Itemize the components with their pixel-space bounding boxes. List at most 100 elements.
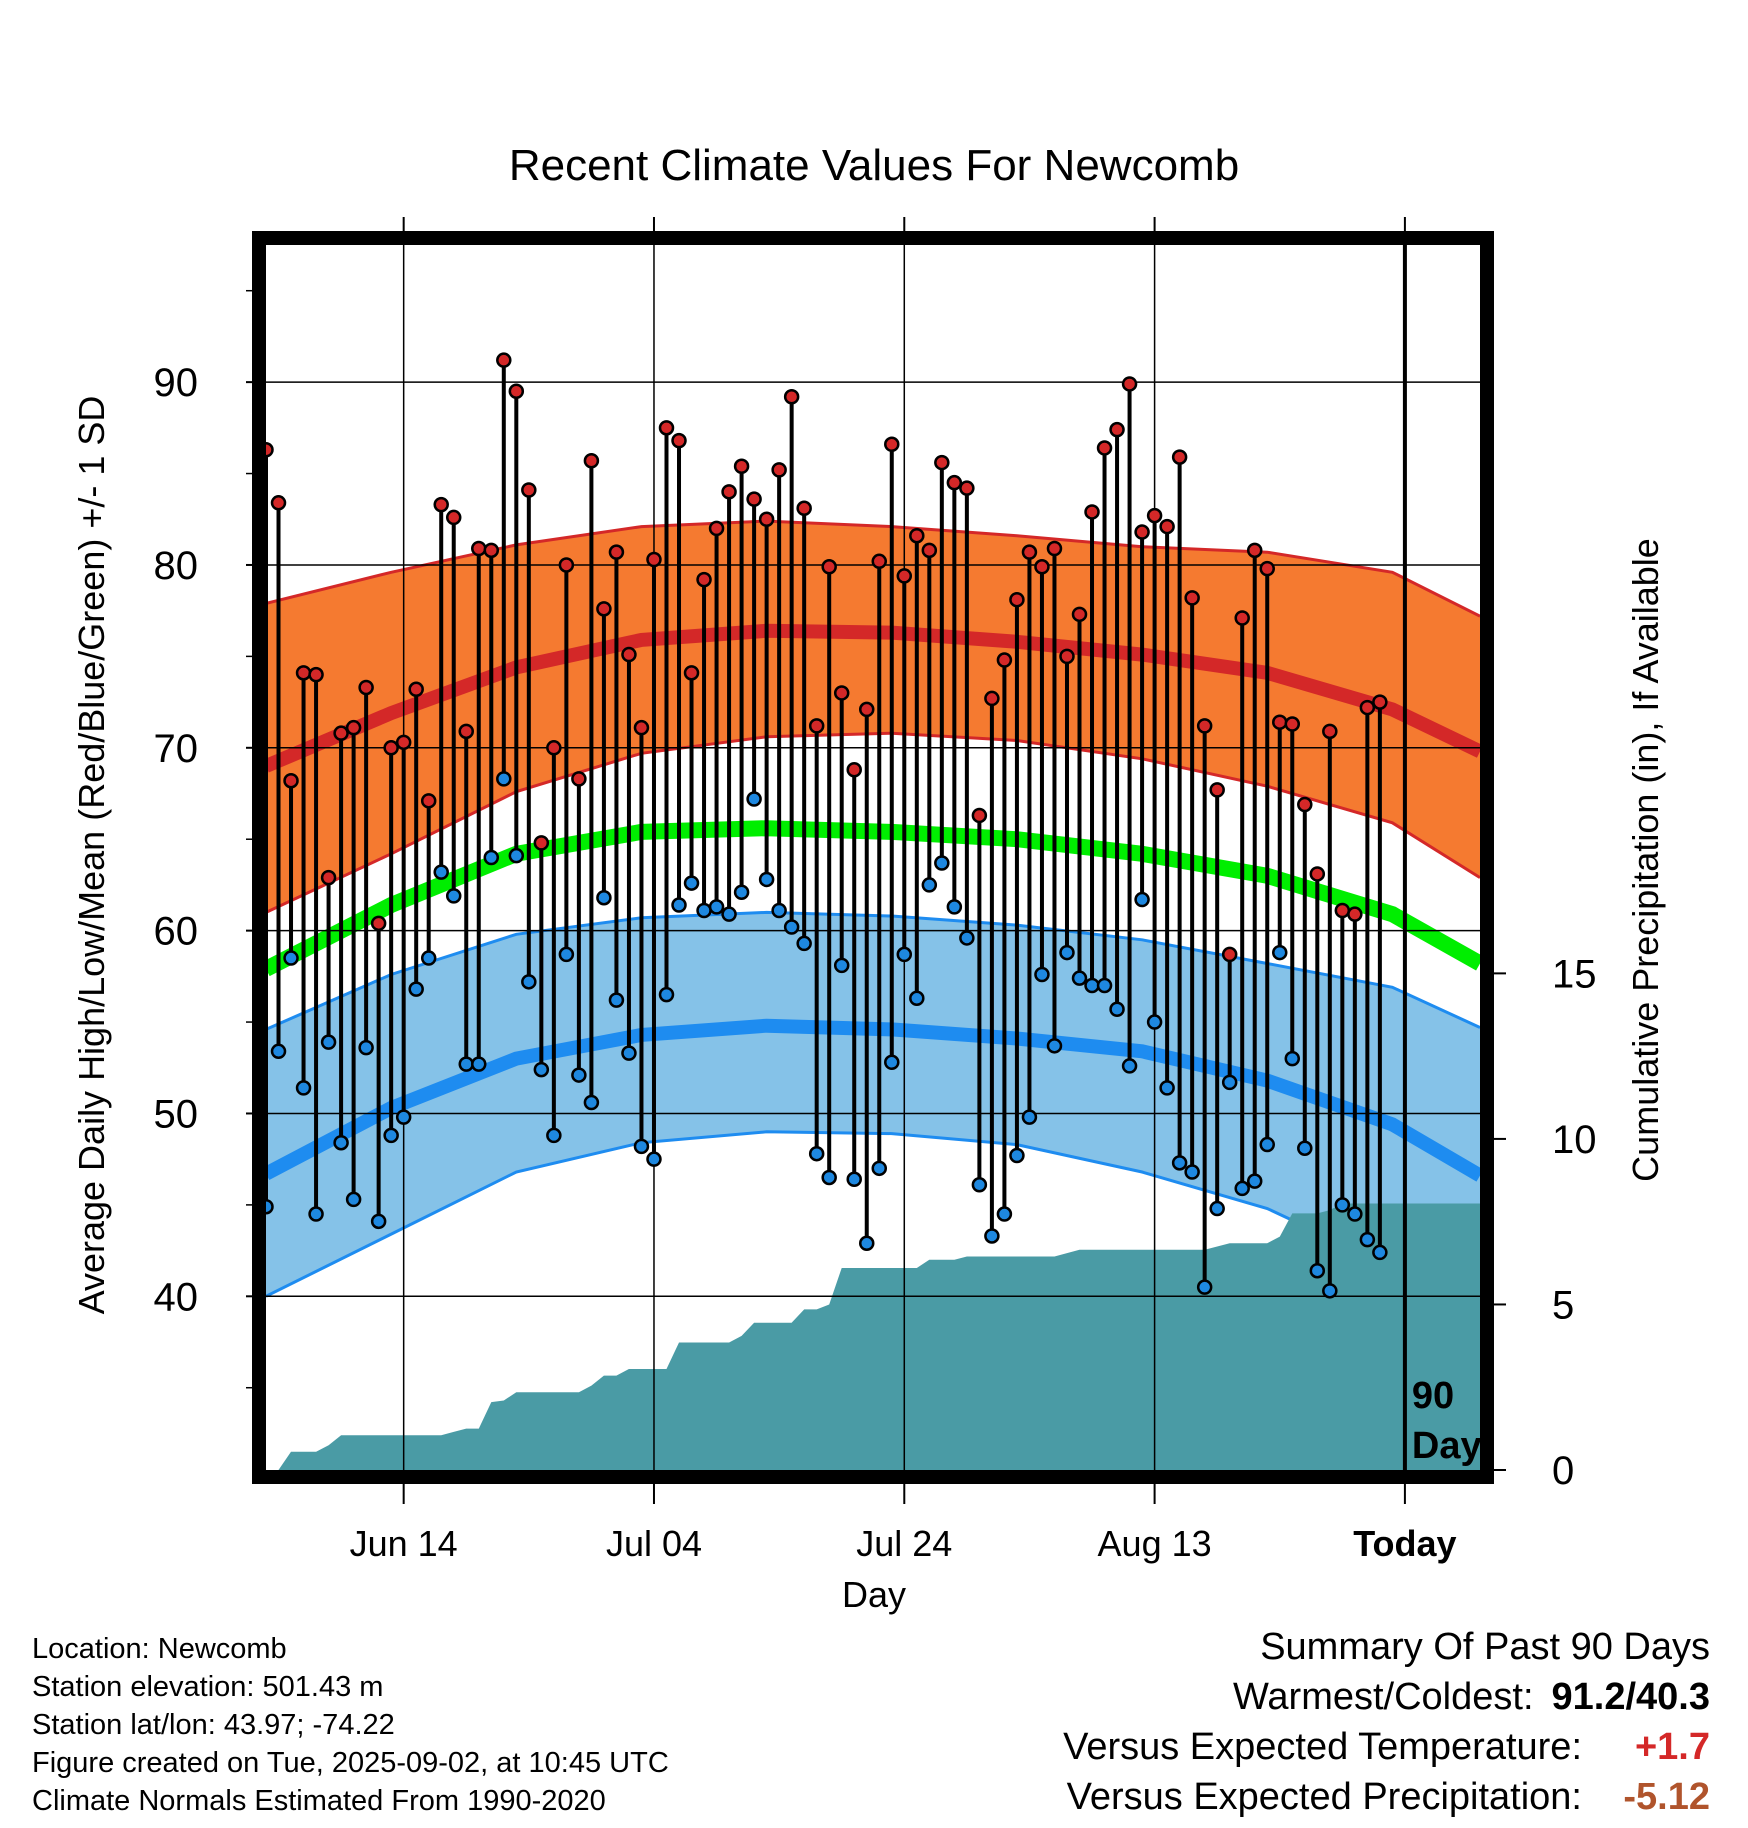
high-point	[370, 915, 387, 932]
low-point	[1184, 1164, 1200, 1180]
temp-anomaly-value: +1.7	[1634, 1726, 1710, 1768]
high-point	[758, 511, 775, 528]
high-point	[320, 869, 337, 886]
high-point	[1246, 542, 1263, 559]
high-point	[420, 793, 437, 809]
high-point	[383, 740, 399, 756]
low-point	[1297, 1140, 1313, 1156]
low-point	[433, 864, 449, 880]
high-point	[896, 568, 913, 584]
x-axis-label: Day	[842, 1574, 906, 1615]
low-point	[521, 974, 537, 990]
low-point	[671, 897, 687, 913]
high-point	[646, 551, 662, 568]
low-point	[1009, 1147, 1025, 1164]
high-point	[808, 718, 825, 734]
chart-title: Recent Climate Values For Newcomb	[509, 141, 1239, 190]
low-point	[1221, 1074, 1238, 1091]
high-point	[508, 383, 525, 400]
high-point	[1084, 504, 1100, 520]
low-point	[1234, 1180, 1250, 1197]
y-tick-label: 70	[154, 727, 199, 771]
low-point	[608, 992, 625, 1008]
high-point	[1096, 440, 1113, 456]
high-point	[496, 352, 512, 368]
low-point	[270, 1043, 287, 1060]
high-point	[783, 389, 800, 405]
precip-anomaly-row: Versus Expected Precipitation: -5.12	[1063, 1772, 1710, 1822]
high-point	[708, 520, 725, 537]
low-point	[696, 902, 712, 919]
low-point	[1109, 1001, 1125, 1018]
x-tick-label: Jul 04	[606, 1523, 702, 1564]
low-point	[370, 1213, 387, 1230]
low-point	[508, 847, 525, 864]
high-point	[1309, 866, 1326, 882]
low-point	[496, 771, 512, 787]
high-point	[1109, 421, 1125, 438]
low-point	[1347, 1206, 1363, 1222]
low-point	[558, 946, 575, 963]
y-axis-label: Average Daily High/Low/Mean (Red/Blue/Gr…	[71, 396, 112, 1315]
high-point	[971, 807, 988, 824]
low-point	[1096, 977, 1113, 994]
y-tick-label: 50	[154, 1092, 199, 1136]
low-point	[1071, 970, 1088, 986]
created-text: Figure created on Tue, 2025-09-02, at 10…	[32, 1747, 669, 1779]
low-point	[996, 1206, 1013, 1222]
high-point	[345, 719, 362, 736]
low-point	[658, 986, 675, 1003]
high-point	[1284, 716, 1301, 732]
low-point	[458, 1056, 474, 1072]
high-point	[796, 500, 812, 517]
summary-panel: Summary Of Past 90 Days Warmest/Coldest:…	[1063, 1622, 1710, 1822]
high-point	[921, 542, 938, 559]
high-point	[1059, 648, 1075, 665]
high-point	[445, 509, 462, 526]
high-point	[1297, 796, 1313, 813]
y2-tick-label: 15	[1552, 952, 1597, 996]
x-tick-label: Jun 14	[350, 1523, 458, 1564]
low-point	[483, 849, 500, 866]
high-point	[266, 442, 274, 458]
low-point	[266, 1198, 274, 1215]
high-point	[333, 725, 349, 741]
high-point	[934, 454, 950, 471]
high-point	[1234, 610, 1250, 626]
low-point	[796, 935, 812, 952]
plot-area: 90 Days 40 50 60 70 80 90 0 5 10 15 Jun 14 Jul 04 Jul …	[154, 217, 1597, 1564]
high-point	[583, 452, 600, 469]
low-point	[1209, 1200, 1225, 1217]
high-point	[633, 719, 650, 736]
low-point	[1309, 1262, 1326, 1279]
low-point	[1046, 1038, 1063, 1054]
low-point	[571, 1067, 587, 1083]
precip-anomaly-value: -5.12	[1623, 1776, 1710, 1818]
low-point	[333, 1134, 349, 1151]
low-point	[721, 906, 737, 922]
high-point	[433, 496, 449, 513]
high-point	[846, 761, 862, 778]
low-point	[708, 899, 725, 915]
low-point	[420, 950, 437, 966]
location-text: Location: Newcomb	[32, 1633, 287, 1665]
high-point	[996, 652, 1013, 668]
low-point	[1322, 1283, 1338, 1299]
cumulative-precip-area	[266, 1203, 1480, 1470]
low-point	[1121, 1058, 1138, 1074]
high-point	[884, 436, 900, 453]
high-point	[696, 571, 712, 588]
y2-tick-label: 0	[1552, 1449, 1574, 1493]
low-point	[1171, 1155, 1188, 1171]
high-point	[308, 666, 324, 683]
high-point	[771, 462, 787, 478]
high-point	[1146, 507, 1163, 524]
low-point	[884, 1054, 900, 1071]
high-point	[608, 544, 625, 560]
high-point	[1071, 606, 1088, 623]
low-point	[896, 946, 913, 963]
high-point	[1209, 782, 1225, 798]
high-point	[1347, 906, 1363, 922]
summary-heading: Summary Of Past 90 Days	[1260, 1626, 1710, 1668]
high-point	[358, 679, 374, 696]
